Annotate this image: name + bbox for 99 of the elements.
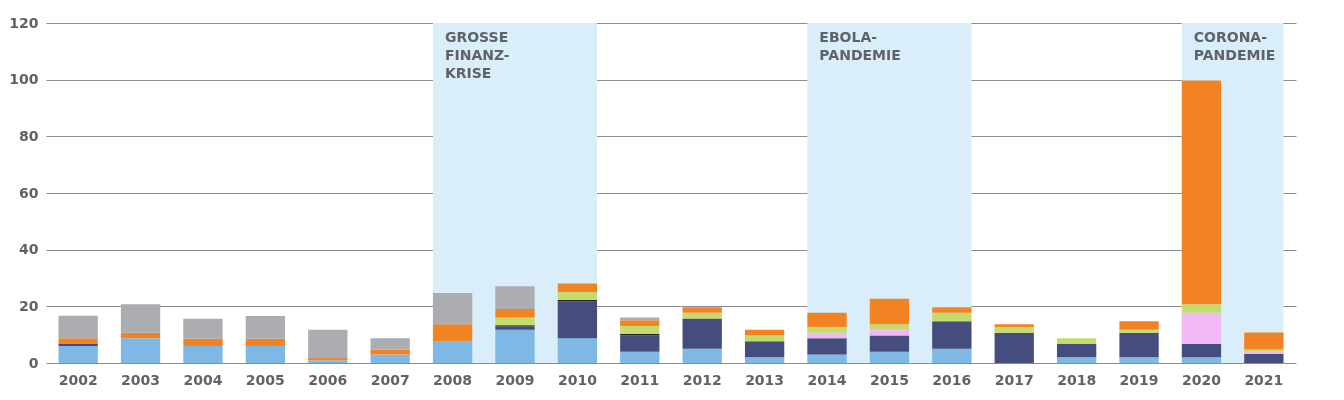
y-tick-label: 40 <box>19 241 39 258</box>
bar <box>183 346 223 363</box>
bar <box>807 312 847 328</box>
x-tick-label: 2006 <box>308 371 348 388</box>
bar <box>744 329 785 336</box>
x-tick-label: 2013 <box>745 371 785 388</box>
bar <box>1181 80 1222 305</box>
bar <box>432 293 473 325</box>
band-label: GROSSE FINANZ- KRISE <box>444 29 510 81</box>
x-tick-label: 2011 <box>620 371 660 388</box>
x-tick-label: 2008 <box>433 371 473 388</box>
y-tick-label: 60 <box>19 184 39 201</box>
bar <box>682 318 722 349</box>
bar <box>432 341 473 363</box>
bar <box>869 335 910 352</box>
x-tick-label: 2015 <box>869 371 909 388</box>
bar <box>869 298 910 325</box>
bar <box>682 348 722 363</box>
bar <box>994 332 1034 363</box>
bar <box>994 324 1034 328</box>
bar <box>932 321 972 349</box>
y-tick-label: 120 <box>9 14 39 31</box>
bar <box>620 317 660 321</box>
bar <box>1056 338 1097 345</box>
x-tick-label: 2005 <box>245 371 285 388</box>
x-tick-label: 2017 <box>994 371 1034 388</box>
bar <box>744 341 785 358</box>
bar <box>245 346 286 363</box>
bar <box>495 308 535 318</box>
band-label: EBOLA- PANDEMIE <box>819 29 901 63</box>
bar <box>183 338 223 346</box>
bar <box>1119 329 1159 333</box>
bar <box>495 317 535 326</box>
bar <box>245 338 286 346</box>
x-tick-label: 2003 <box>121 371 161 388</box>
bar <box>869 329 910 336</box>
bar <box>1119 357 1159 363</box>
bar <box>1056 344 1097 358</box>
bar <box>682 312 722 319</box>
bar <box>557 301 598 339</box>
y-tick-label: 20 <box>19 297 39 314</box>
bar <box>432 324 473 342</box>
x-tick-label: 2016 <box>932 371 972 388</box>
bar <box>869 351 910 363</box>
bar <box>869 324 910 330</box>
bar <box>495 286 535 309</box>
bar <box>932 348 972 363</box>
bar <box>183 318 223 339</box>
bar <box>807 338 847 355</box>
x-tick-label: 2019 <box>1119 371 1159 388</box>
bar <box>1181 357 1222 363</box>
bar <box>557 283 598 292</box>
x-tick-label: 2012 <box>682 371 722 388</box>
bar <box>1244 353 1284 363</box>
bar <box>682 307 722 313</box>
bar <box>620 351 660 363</box>
bar <box>620 320 660 326</box>
bar <box>557 338 598 363</box>
bar <box>620 325 660 335</box>
x-tick-label: 2014 <box>807 371 847 388</box>
bar <box>807 332 847 339</box>
bar <box>370 338 410 350</box>
x-tick-label: 2007 <box>370 371 410 388</box>
bar <box>1244 332 1284 350</box>
bar <box>557 291 598 301</box>
y-tick-label: 80 <box>19 127 39 144</box>
band-label: CORONA- PANDEMIE <box>1193 29 1276 63</box>
bar <box>1056 357 1097 363</box>
bar <box>308 329 348 358</box>
bar <box>120 338 161 363</box>
bar <box>807 327 847 333</box>
bar <box>932 312 972 322</box>
bar <box>370 349 410 355</box>
x-tick-label: 2020 <box>1181 371 1222 388</box>
bar <box>1181 344 1222 358</box>
bar <box>744 357 785 363</box>
y-tick-label: 0 <box>28 354 39 371</box>
x-tick-label: 2002 <box>58 371 98 388</box>
bar <box>245 315 286 339</box>
x-tick-label: 2010 <box>557 371 598 388</box>
bar <box>1181 304 1222 313</box>
bar <box>994 327 1034 333</box>
y-tick-label: 100 <box>9 71 39 88</box>
bar <box>58 338 98 345</box>
x-tick-label: 2009 <box>495 371 535 388</box>
x-tick-label: 2004 <box>183 371 223 388</box>
bar <box>120 304 161 333</box>
bar <box>1181 312 1222 345</box>
bar <box>807 354 847 363</box>
x-tick-label: 2021 <box>1244 371 1284 388</box>
bar <box>932 307 972 313</box>
bar <box>370 354 410 363</box>
bar <box>620 335 660 352</box>
bar <box>1119 332 1159 358</box>
bar <box>495 329 535 363</box>
bar <box>58 346 98 363</box>
bar <box>1119 321 1159 330</box>
x-tick-label: 2018 <box>1057 371 1097 388</box>
bar <box>58 315 98 339</box>
